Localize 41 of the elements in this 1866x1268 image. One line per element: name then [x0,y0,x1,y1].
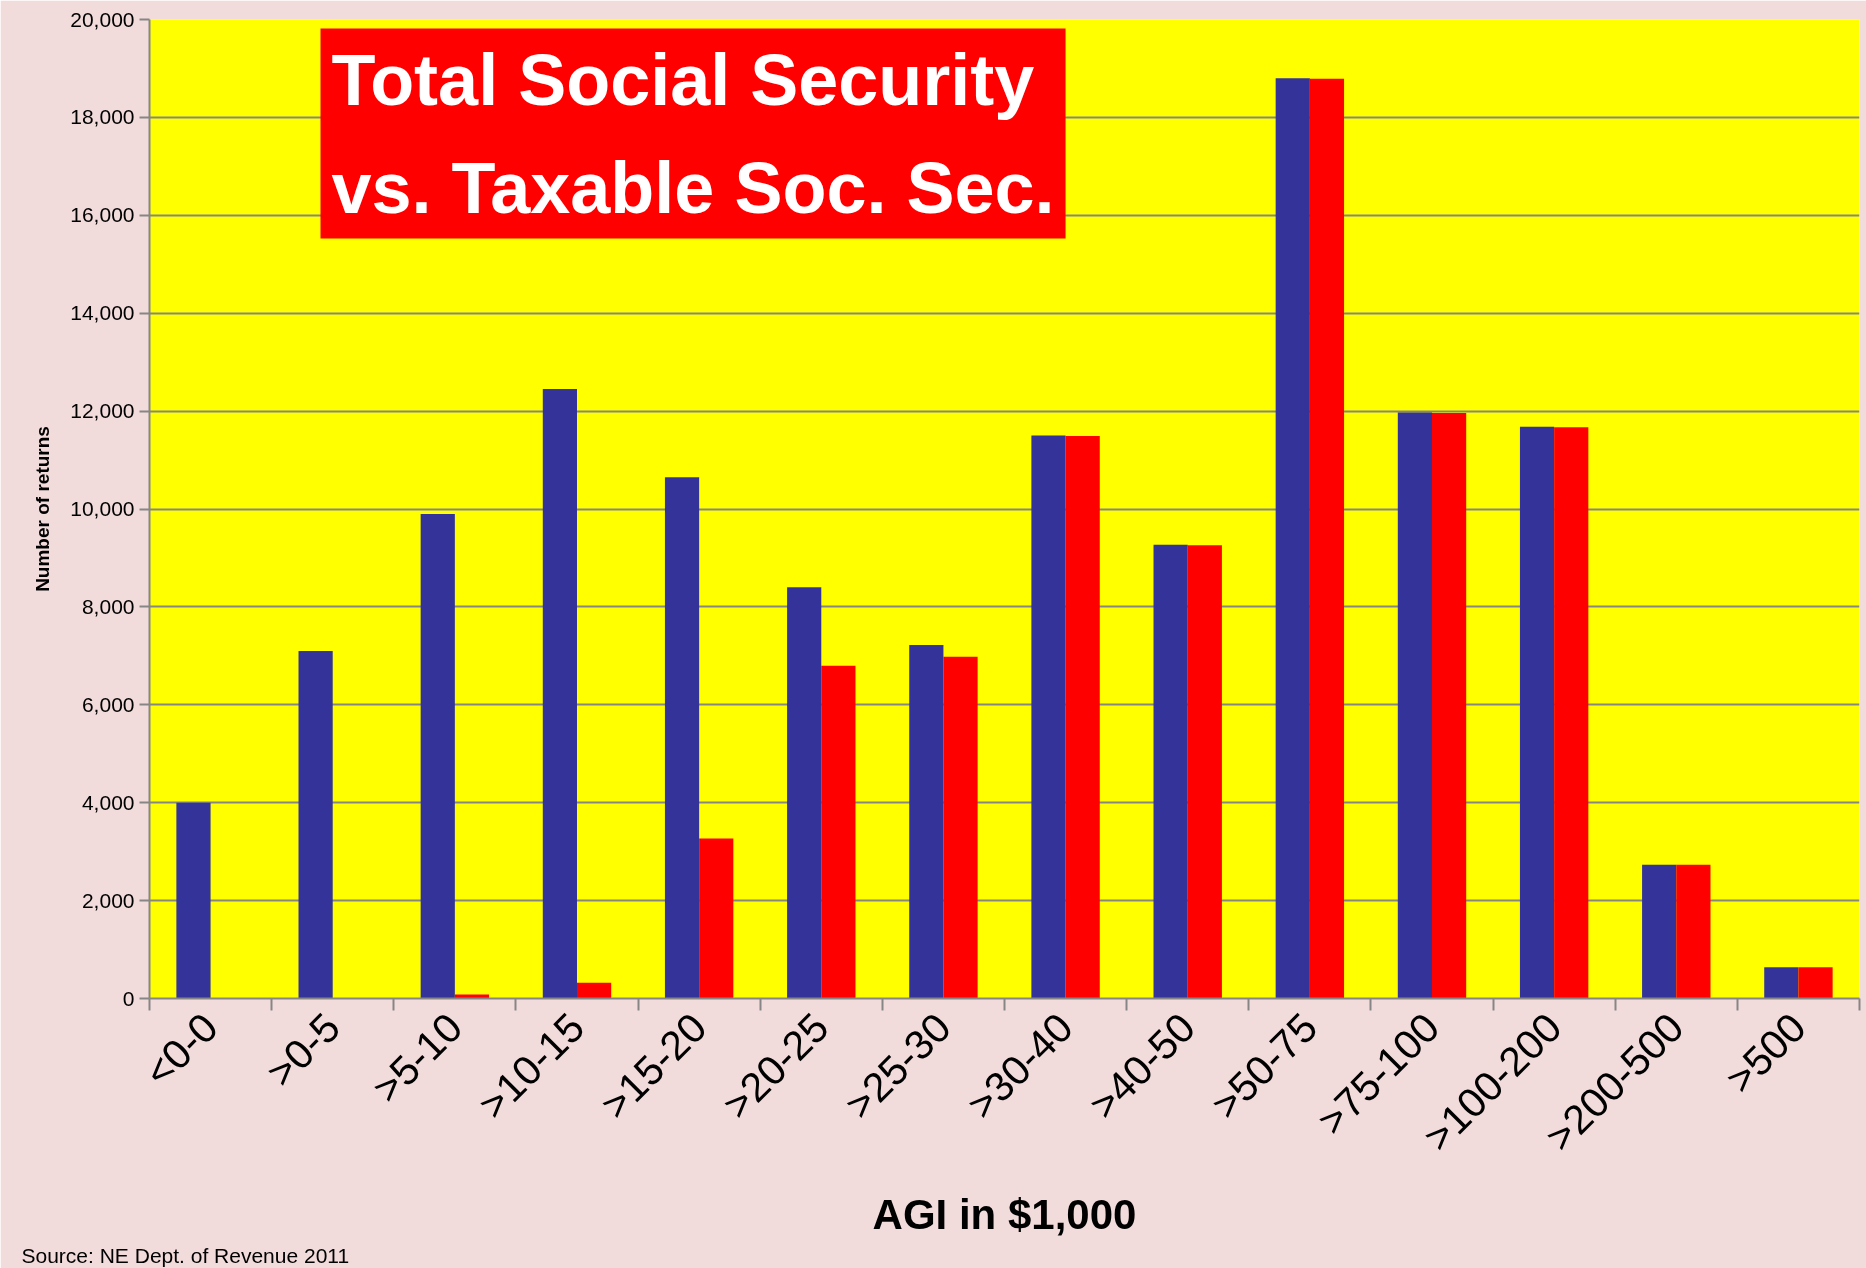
y-tick-label: 14,000 [70,301,135,325]
y-tick-label: 20,000 [70,7,135,31]
y-tick-label: 4,000 [81,790,135,814]
bar [1309,78,1345,999]
bar [699,838,734,999]
text: Total Social Security vs. Taxable Soc. Sec. [331,39,1055,228]
bar [1065,436,1100,999]
y-axis-title: Number of returns [32,426,54,592]
y-tick-label: 16,000 [70,203,135,227]
y-tick-label: 18,000 [70,105,135,129]
y-tick-label: 6,000 [81,692,135,716]
bar [1764,967,1799,999]
bar [298,650,333,999]
bar [176,802,211,999]
bar [943,656,978,999]
y-tick-label: 10,000 [70,497,135,520]
bar [787,587,822,999]
bar [1397,412,1432,999]
bar [1031,435,1066,999]
bar [821,665,856,999]
bar [1187,545,1222,999]
bar [1432,413,1467,999]
bar [577,982,612,999]
bar [542,389,577,999]
bar [1153,544,1188,999]
x-axis-title: AGI in $1,000 [872,1191,1137,1239]
bar [1642,864,1677,999]
bar [1676,864,1711,999]
bar [1554,427,1589,999]
x-tick-label: <0-0 [135,1004,227,1096]
bar [1798,967,1833,999]
y-tick-label: 12,000 [70,399,135,423]
bar [1275,78,1310,999]
y-tick-label: 0 [122,986,135,1010]
y-tick-label: 8,000 [81,594,135,618]
bar [909,645,944,999]
bar [664,477,700,999]
y-tick-label: 2,000 [81,888,135,912]
source-note: Source: NE Dept. of Revenue 2011 [21,1243,350,1267]
bar [1519,426,1555,999]
bar [420,513,455,999]
